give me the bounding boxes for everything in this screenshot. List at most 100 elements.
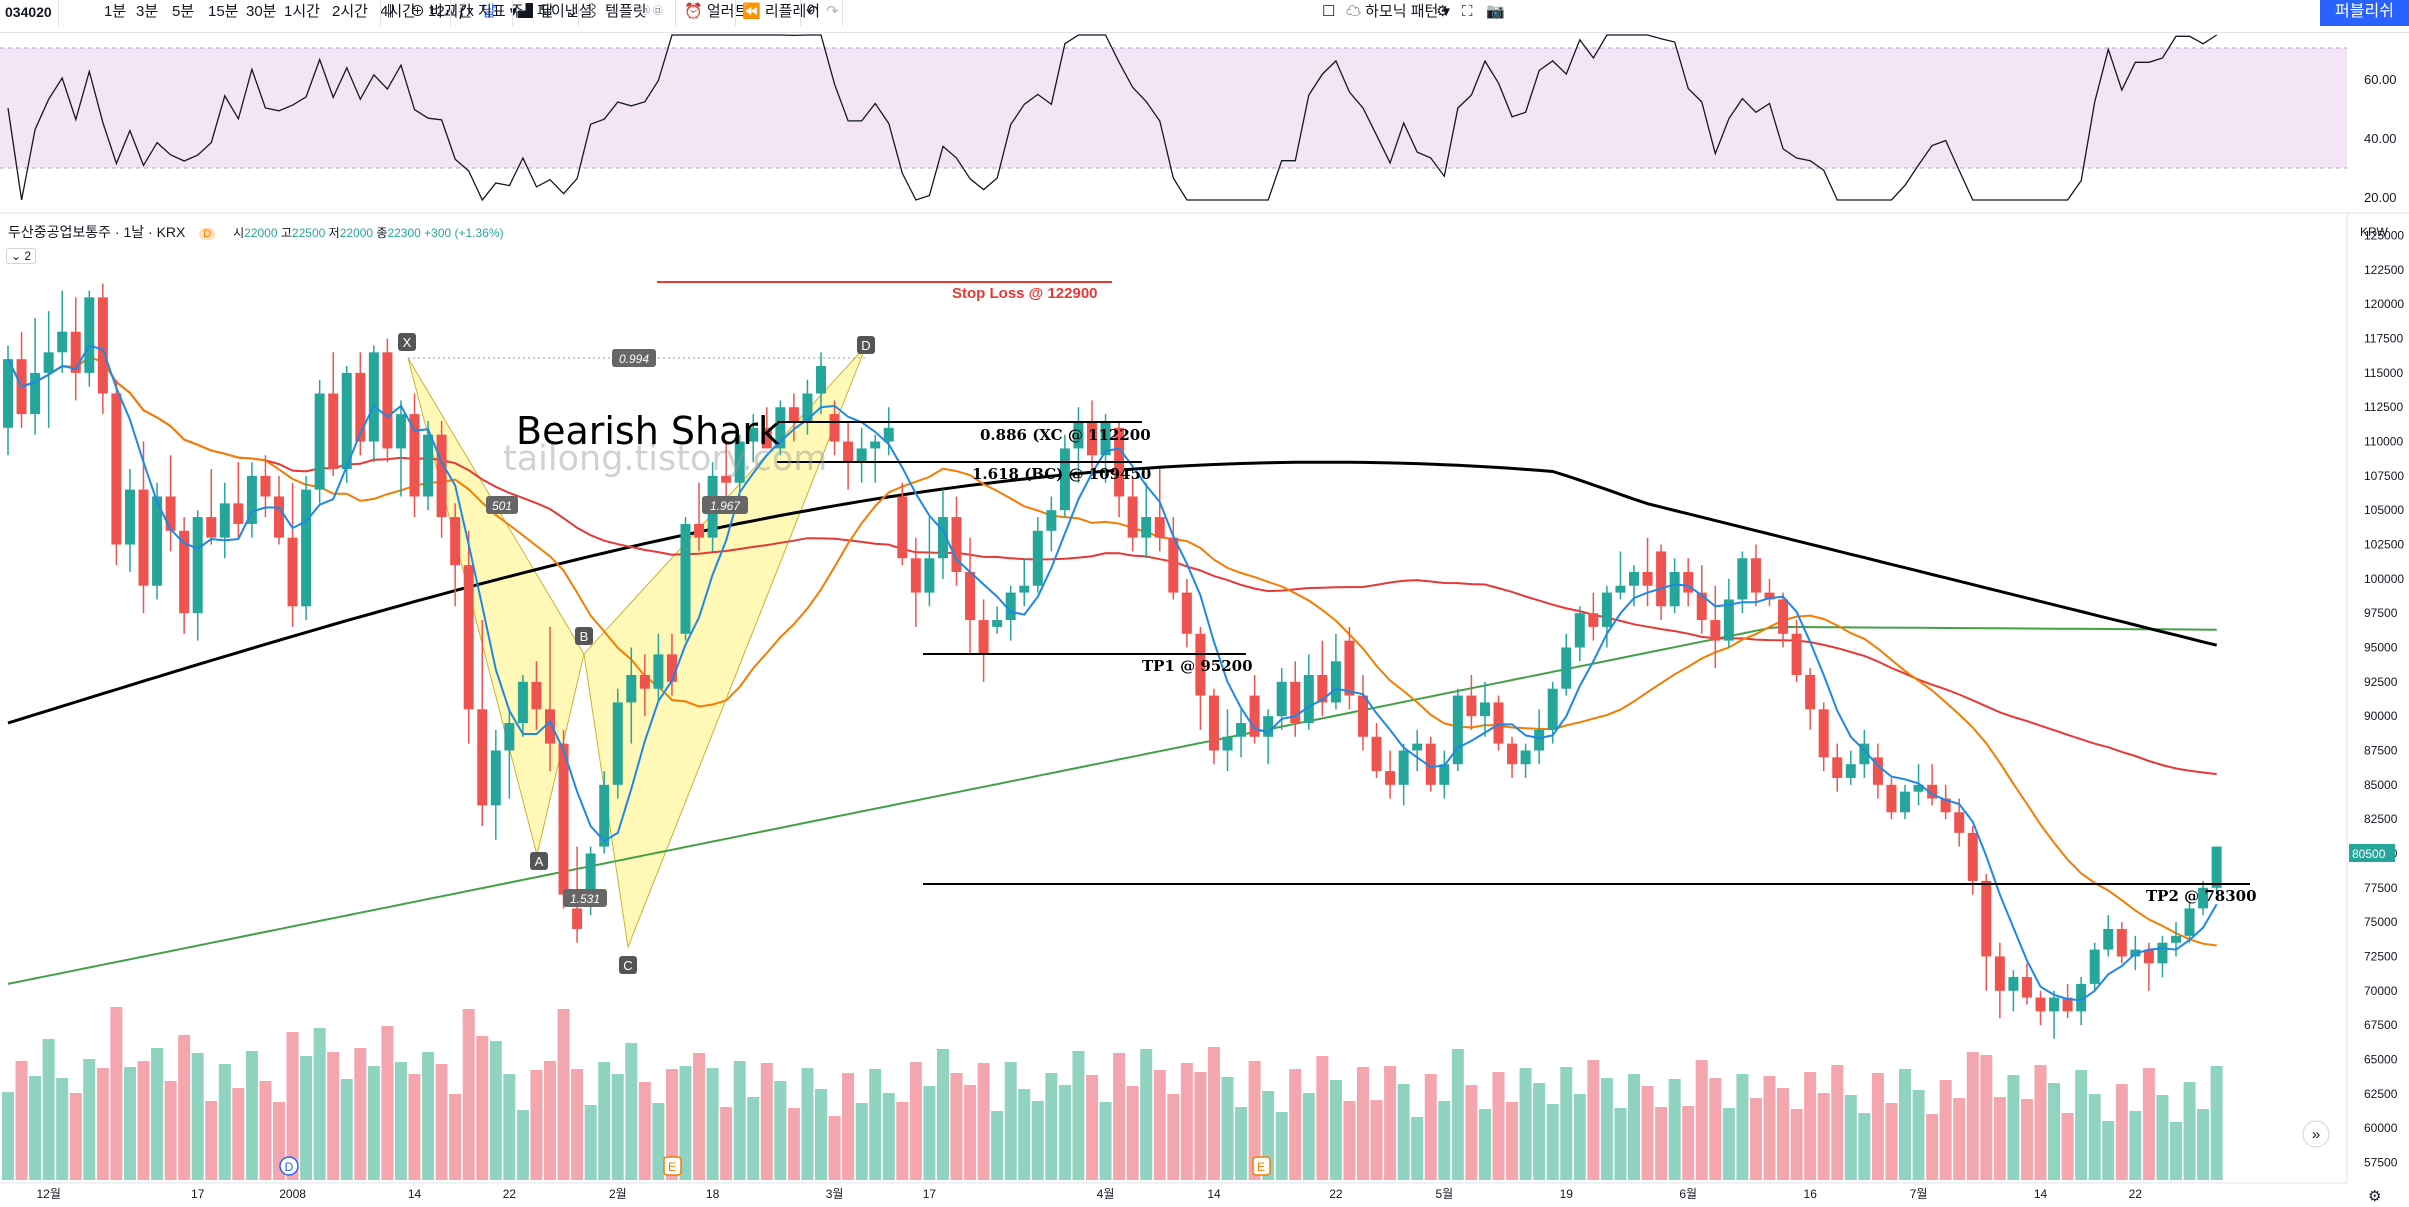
price-tick: 87500 — [2364, 744, 2398, 758]
earnings-icon[interactable] — [1252, 1156, 1271, 1176]
volume-bar — [2115, 1084, 2128, 1180]
collapse-toggle[interactable]: ⌄ 2 — [6, 248, 37, 264]
volume-bar — [462, 1009, 475, 1180]
templates-button[interactable]: ⌇ 템플릿 — [586, 3, 647, 20]
candle — [1493, 702, 1504, 744]
symbol-name[interactable]: 두산중공업보통주 · 1날 · KRX — [8, 224, 186, 240]
settings-icon[interactable]: ⚙ — [1436, 3, 1450, 20]
currency-label[interactable]: KRW — [2360, 225, 2388, 239]
volume-bar — [1926, 1114, 1939, 1180]
dividend-icon[interactable] — [279, 1156, 299, 1176]
time-tick: 6월 — [1679, 1187, 1697, 1201]
scroll-right-icon[interactable] — [2302, 1120, 2330, 1148]
interval-1[interactable]: 3분 — [136, 3, 159, 20]
interval-6[interactable]: 2시간 — [332, 3, 368, 20]
price-tick: 92500 — [2364, 675, 2398, 689]
volume-bar — [991, 1111, 1004, 1180]
candle — [1913, 784, 1924, 792]
redo-icon[interactable]: ↷ — [826, 3, 839, 20]
rsi-pane: 60.00 40.00 20.00 — [0, 34, 2397, 205]
template-options-icon[interactable]: ㉠ ㉤ — [640, 6, 663, 17]
volume-bar — [1600, 1078, 1613, 1180]
replay-button[interactable]: ⏪ 리플레이 — [742, 3, 821, 20]
volume-bar — [611, 1074, 624, 1180]
candle — [2157, 942, 2168, 964]
interval-3[interactable]: 15분 — [208, 3, 239, 20]
volume-bar — [2142, 1068, 2155, 1180]
volume-bar — [1939, 1080, 1952, 1180]
interval-11[interactable]: 달 — [540, 3, 554, 20]
layout-icon[interactable]: ☐ — [1322, 3, 1336, 20]
interval-4[interactable]: 30분 — [246, 3, 277, 20]
indicators-button[interactable]: ƒx 지표 ▾ — [458, 3, 518, 20]
interval-10[interactable]: 주 — [510, 3, 524, 20]
candle — [1412, 743, 1423, 751]
earnings-icon[interactable] — [663, 1156, 682, 1176]
rsi-tick: 60.00 — [2364, 72, 2397, 87]
price-tick: 125000 — [2364, 229, 2404, 243]
volume-bar — [1329, 1080, 1342, 1180]
candle — [1290, 681, 1301, 724]
volume-bar — [503, 1074, 516, 1180]
candle — [179, 530, 190, 614]
volume-bar — [286, 1032, 299, 1180]
candle — [653, 654, 664, 689]
interval-9[interactable]: 날 — [482, 3, 496, 20]
time-tick: 14 — [1207, 1187, 1221, 1201]
volume-bar — [1180, 1063, 1193, 1180]
volume-bar — [720, 1107, 733, 1180]
volume-bar — [909, 1062, 922, 1180]
volume-bar — [1695, 1060, 1708, 1180]
candle — [694, 523, 705, 538]
interval-dropdown-icon[interactable]: ⌄ — [566, 3, 579, 20]
axis-settings-icon[interactable]: ⚙ — [2368, 1188, 2381, 1205]
volume-bar — [760, 1063, 773, 1180]
alert-button[interactable]: ⏰ 얼러트 — [684, 3, 749, 20]
candle — [937, 517, 948, 559]
candle — [2103, 928, 2114, 950]
publish-button[interactable]: 퍼블리쉬 — [2320, 0, 2409, 26]
interval-2[interactable]: 5분 — [172, 3, 195, 20]
ma-green-line — [7, 626, 2217, 985]
compare-button[interactable]: ⊕ 비교 — [410, 3, 457, 20]
candle — [1588, 613, 1599, 627]
candle — [1425, 743, 1436, 785]
candle — [775, 407, 786, 449]
candle — [2089, 949, 2100, 984]
fullscreen-icon[interactable]: ⛶ — [1462, 3, 1473, 20]
price-tick: 57500 — [2364, 1155, 2398, 1169]
volume-bar — [2075, 1070, 2088, 1180]
price-tick: 70000 — [2364, 984, 2398, 998]
volume-bar — [1749, 1098, 1762, 1180]
rsi-tick: 40.00 — [2364, 131, 2397, 146]
candle — [910, 558, 921, 593]
data-badge[interactable]: D — [199, 228, 216, 240]
top-toolbar: 034020 1분3분5분15분30분1시간2시간4시간12시간날주달⌄ ⫼ ⊕… — [0, 0, 2409, 33]
volume-bar — [530, 1070, 543, 1180]
camera-icon[interactable]: 📷 — [1486, 3, 1505, 20]
bc-label: 1.618 (BC) @ 109450 — [972, 465, 1151, 483]
candle — [1561, 647, 1572, 689]
ratio-ac: 1.531 — [570, 892, 600, 906]
harmonic-button[interactable]: ☁ 하모닉 패턴 ▾ — [1346, 3, 1451, 20]
volume-bar — [1275, 1112, 1288, 1180]
interval-0[interactable]: 1분 — [104, 3, 127, 20]
candle — [206, 517, 217, 538]
plus-circle-icon: ⊕ — [410, 3, 430, 20]
volume-bar — [1804, 1072, 1817, 1180]
candle — [1181, 592, 1192, 634]
candle — [965, 571, 976, 621]
candle — [2198, 887, 2209, 909]
candle-type-icon[interactable]: ⫼ — [387, 3, 394, 20]
volume-bar — [747, 1097, 760, 1180]
bar-chart-icon: ▟ — [518, 3, 538, 20]
undo-icon[interactable]: ↶ — [806, 3, 819, 20]
last-price: 80500 — [2352, 847, 2386, 861]
time-axis: 12월 17 2008 14 22 2월 18 3월 17 4월 14 22 5월 19 6월 16 7월 14 2… — [0, 1182, 2347, 1201]
interval-5[interactable]: 1시간 — [284, 3, 320, 20]
symbol-search[interactable]: 034020 — [5, 4, 52, 20]
candle — [978, 620, 989, 655]
candle — [1330, 661, 1341, 703]
interval-7[interactable]: 4시간 — [380, 3, 416, 20]
